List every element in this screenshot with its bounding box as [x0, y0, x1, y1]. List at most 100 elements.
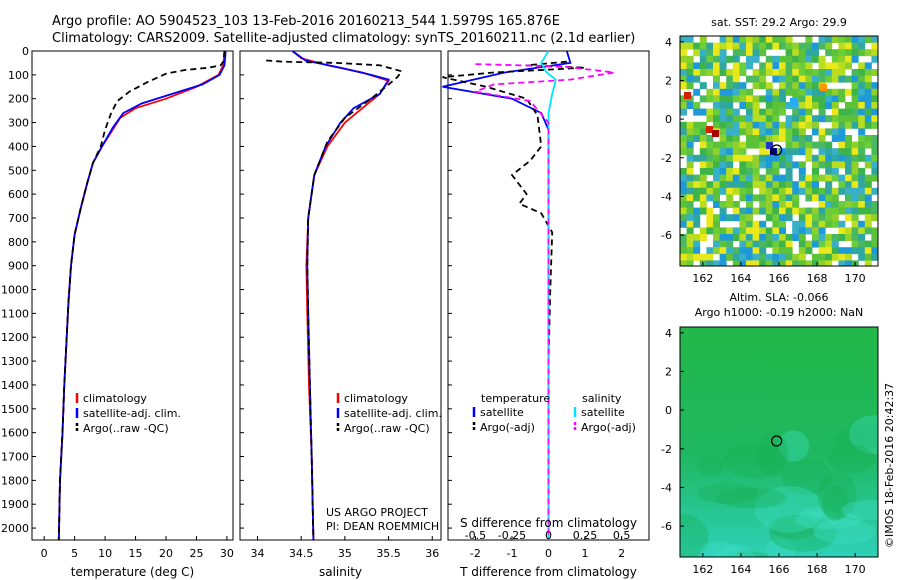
heatmap-blob — [840, 423, 878, 448]
heatmap-cell — [699, 168, 707, 175]
heatmap-blob — [769, 514, 837, 552]
heatmap-cell — [779, 201, 786, 208]
y-tick-label: 2 — [665, 365, 672, 378]
heatmap-cell — [772, 55, 780, 63]
heatmap-cell — [732, 88, 740, 96]
heatmap-cell — [798, 253, 806, 261]
legend-label: climatology — [344, 392, 408, 405]
heatmap-cell — [779, 148, 786, 156]
heatmap-cell — [864, 253, 872, 261]
heatmap-cell — [864, 36, 872, 43]
heatmap-cell — [759, 154, 767, 162]
heatmap-cell — [699, 55, 707, 63]
heatmap-cell — [726, 253, 734, 261]
heatmap-cell — [699, 121, 707, 129]
heatmap-cell — [759, 234, 767, 241]
heatmap-cell — [805, 247, 813, 255]
heatmap-cell — [739, 260, 747, 266]
heatmap-cell — [746, 240, 753, 248]
heatmap-cell — [772, 128, 780, 136]
heatmap-cell — [699, 227, 707, 235]
heatmap-cell — [739, 141, 747, 149]
heatmap-cell — [680, 168, 687, 175]
heatmap-cell — [759, 108, 767, 116]
heatmap-cell — [792, 253, 800, 261]
heatmap-cell — [785, 49, 793, 57]
heatmap-cell — [752, 42, 760, 50]
y-tick-label: 1200 — [1, 331, 29, 344]
heatmap-cell — [805, 102, 813, 109]
heatmap-cell — [706, 42, 714, 50]
legend-header: salinity — [582, 392, 622, 405]
heatmap-cell — [772, 247, 780, 255]
heatmap-cell — [699, 42, 707, 50]
y-tick-label: 600 — [8, 188, 29, 201]
heatmap-cell — [732, 135, 740, 142]
heatmap-cell — [785, 102, 793, 109]
heatmap-cell — [752, 227, 760, 235]
heatmap-cell — [772, 168, 780, 175]
heatmap-cell — [851, 234, 859, 241]
heatmap-cell — [726, 168, 734, 175]
heatmap-cell — [831, 253, 839, 261]
legend-label: satellite — [480, 406, 524, 419]
heatmap-cell — [851, 88, 859, 96]
heatmap-cell — [772, 194, 780, 202]
heatmap-cell — [765, 95, 773, 103]
heatmap-cell — [864, 141, 872, 149]
heatmap-cell — [785, 168, 793, 175]
heatmap-cell — [831, 69, 839, 76]
heatmap-cell — [825, 253, 833, 261]
heatmap-cell — [772, 207, 780, 215]
heatmap-cell — [739, 240, 747, 248]
heatmap-cell — [818, 135, 826, 142]
heatmap-cell — [759, 253, 767, 261]
heatmap-cell — [838, 174, 846, 182]
heatmap-cell — [713, 62, 720, 70]
heatmap-cell — [746, 108, 753, 116]
heatmap-cell — [864, 102, 872, 109]
heatmap-cell — [845, 75, 852, 83]
x-tick-label: 170 — [845, 563, 866, 576]
heatmap-cell — [752, 36, 760, 43]
heatmap-cell — [871, 141, 878, 149]
legend-label: climatology — [83, 392, 147, 405]
heatmap-cell — [759, 128, 767, 136]
heatmap-cell — [805, 260, 813, 266]
heatmap-cell — [739, 49, 747, 57]
x-tick-label: 5 — [71, 547, 78, 560]
heatmap-cell — [706, 126, 713, 133]
heatmap-cell — [845, 108, 852, 116]
heatmap-cell — [792, 128, 800, 136]
heatmap-cell — [845, 88, 852, 96]
heatmap-cell — [818, 240, 826, 248]
heatmap-cell — [772, 95, 780, 103]
heatmap-cell — [779, 161, 786, 169]
heatmap-cell — [831, 174, 839, 182]
heatmap-cell — [831, 95, 839, 103]
heatmap-cell — [851, 214, 859, 222]
x-tick-label: 164 — [730, 563, 751, 576]
heatmap-cell — [746, 227, 753, 235]
heatmap-cell — [706, 260, 714, 266]
heatmap-cell — [693, 108, 701, 116]
heatmap-cell — [686, 121, 694, 129]
y-tick-label: 1300 — [1, 355, 29, 368]
heatmap-cell — [712, 130, 719, 137]
heatmap-cell — [732, 253, 740, 261]
heatmap-cell — [713, 220, 720, 228]
heatmap-cell — [693, 75, 701, 83]
y-tick-label: -6 — [661, 229, 672, 242]
heatmap-cell — [798, 187, 806, 195]
heatmap-cell — [706, 49, 714, 57]
x-tick-label: 164 — [730, 272, 751, 285]
heatmap-cell — [812, 253, 819, 261]
heatmap-cell — [726, 247, 734, 255]
heatmap-cell — [686, 174, 694, 182]
heatmap-blob — [696, 455, 725, 477]
heatmap-cell — [759, 227, 767, 235]
heatmap-cell — [871, 253, 878, 261]
plot-frame — [239, 50, 442, 541]
heatmap-cell — [726, 214, 734, 222]
heatmap-cell — [765, 214, 773, 222]
